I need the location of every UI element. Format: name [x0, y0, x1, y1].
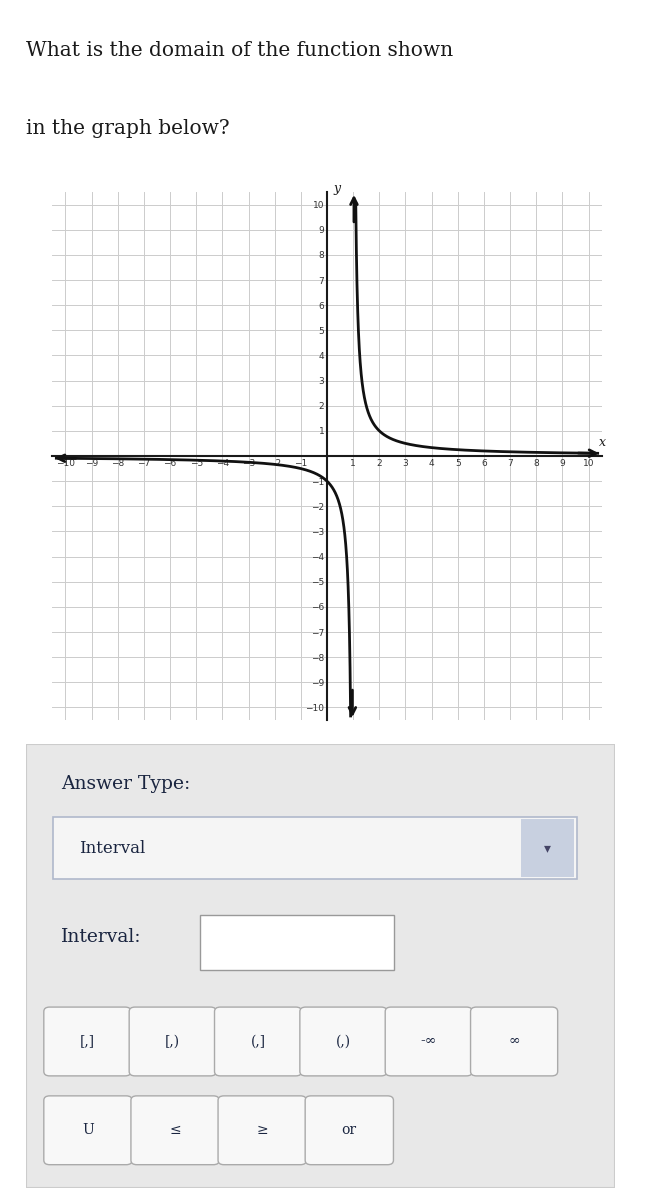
Text: y: y — [334, 182, 341, 194]
Text: [,): [,) — [165, 1034, 181, 1049]
Text: Interval:: Interval: — [61, 928, 142, 946]
Text: Answer Type:: Answer Type: — [61, 775, 191, 793]
FancyBboxPatch shape — [385, 1007, 472, 1076]
FancyBboxPatch shape — [305, 1096, 394, 1165]
FancyBboxPatch shape — [218, 1096, 306, 1165]
Text: ≤: ≤ — [169, 1123, 181, 1138]
Text: x: x — [599, 436, 606, 449]
FancyBboxPatch shape — [129, 1007, 216, 1076]
Text: What is the domain of the function shown: What is the domain of the function shown — [26, 41, 453, 60]
FancyBboxPatch shape — [26, 744, 615, 1188]
FancyBboxPatch shape — [200, 914, 394, 971]
FancyBboxPatch shape — [44, 1007, 131, 1076]
Text: ∞: ∞ — [508, 1034, 520, 1049]
Text: ▾: ▾ — [543, 841, 551, 856]
FancyBboxPatch shape — [471, 1007, 558, 1076]
FancyBboxPatch shape — [215, 1007, 301, 1076]
Text: in the graph below?: in the graph below? — [26, 120, 230, 138]
FancyBboxPatch shape — [300, 1007, 387, 1076]
FancyBboxPatch shape — [53, 817, 577, 880]
Text: ≥: ≥ — [256, 1123, 268, 1138]
Text: [,]: [,] — [80, 1034, 95, 1049]
Text: U: U — [82, 1123, 94, 1138]
Text: Interval: Interval — [79, 840, 145, 857]
Text: -∞: -∞ — [421, 1034, 437, 1049]
FancyBboxPatch shape — [44, 1096, 132, 1165]
Text: or: or — [342, 1123, 357, 1138]
Text: (,): (,) — [336, 1034, 351, 1049]
FancyBboxPatch shape — [521, 820, 574, 877]
FancyBboxPatch shape — [131, 1096, 219, 1165]
Text: (,]: (,] — [250, 1034, 266, 1049]
